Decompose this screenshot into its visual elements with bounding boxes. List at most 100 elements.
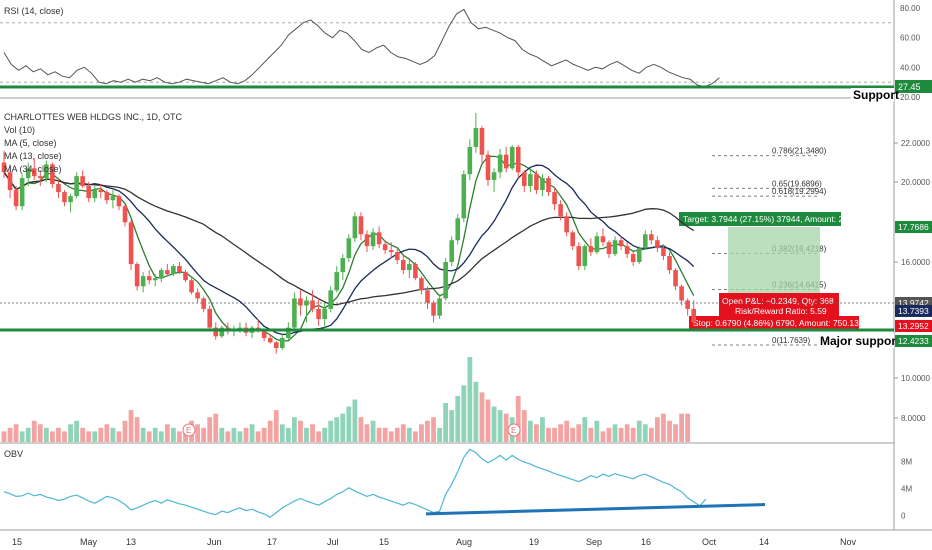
- candle-body: [661, 248, 666, 257]
- major-support-label-bg: [818, 333, 894, 348]
- long-position-tool[interactable]: Target: 3.7944 (27.15%) 37944, Amount: 2…: [0, 212, 894, 330]
- candle-body: [273, 342, 279, 348]
- volume-bar: [485, 399, 491, 442]
- candle-body: [630, 254, 636, 262]
- volume-bar: [382, 427, 388, 442]
- candle-body: [401, 260, 406, 271]
- volume-bar: [491, 406, 497, 442]
- candle-body: [515, 146, 521, 173]
- time-axis-label: 13: [126, 537, 136, 547]
- volume-bar: [419, 424, 424, 442]
- candle-body: [606, 242, 612, 255]
- candle-body: [304, 300, 309, 306]
- candle-body: [86, 186, 91, 199]
- symbol-label[interactable]: CHARLOTTES WEB HLDGS INC., 1D, OTC: [4, 112, 183, 122]
- candle-body: [370, 232, 376, 247]
- volume-bar: [503, 413, 509, 442]
- volume-bar: [104, 424, 110, 442]
- candle-body: [146, 276, 152, 281]
- volume-bar: [527, 420, 533, 442]
- time-axis-label: 19: [529, 537, 539, 547]
- candle-body: [497, 154, 503, 173]
- time-axis: 15 May 13 Jun 17 Jul 15 Aug 19 Sep 16 Oct 14 Nov: [12, 537, 857, 547]
- candle-body: [528, 174, 533, 187]
- volume-bar: [134, 417, 140, 442]
- candle-body: [195, 292, 200, 299]
- volume-bar: [237, 431, 243, 442]
- volume-bar: [437, 427, 442, 442]
- volume-bar: [340, 413, 346, 442]
- price-tick-label: 16.0000: [901, 258, 930, 267]
- candle-body: [292, 298, 297, 328]
- candle-body: [364, 234, 370, 247]
- time-axis-label: 16: [641, 537, 651, 547]
- volume-bar: [261, 427, 267, 442]
- support-label: Support: [853, 88, 899, 102]
- volume-bar: [642, 424, 648, 442]
- volume-bar: [358, 417, 364, 442]
- time-axis-label: Aug: [456, 537, 472, 547]
- obv-label: OBV: [4, 449, 23, 459]
- time-axis-label: 15: [12, 537, 22, 547]
- volume-bar: [25, 427, 31, 442]
- volume-bar: [164, 424, 170, 442]
- indicator-label-ma5[interactable]: MA (5, close): [4, 138, 57, 148]
- volume-bar: [564, 420, 570, 442]
- volume-bar: [497, 410, 503, 442]
- candle-body: [540, 178, 545, 191]
- candle-body: [201, 298, 206, 309]
- candle-body: [328, 290, 333, 309]
- candle-body: [68, 196, 73, 203]
- volume-bar: [273, 410, 279, 442]
- earnings-marker-label: E: [186, 426, 191, 435]
- obv-line: [3, 448, 707, 519]
- volume-bar: [285, 427, 291, 442]
- volume-bar: [152, 427, 158, 442]
- volume-bar: [249, 424, 255, 442]
- candle-body: [25, 168, 31, 179]
- target-zone[interactable]: [728, 227, 820, 303]
- open-pl-label: Open P&L: −0.2349, Qty: 368: [722, 296, 834, 306]
- indicator-label-ma13[interactable]: MA (13, close): [4, 151, 62, 161]
- volume-bar: [606, 427, 612, 442]
- earnings-marker[interactable]: [507, 423, 521, 437]
- candle-body: [388, 250, 394, 253]
- price-label: 13.9742: [898, 298, 929, 308]
- price-tick-label: 8.0000: [901, 414, 926, 423]
- candle-body: [104, 192, 110, 201]
- volume-bar: [443, 403, 449, 442]
- volume-bar: [449, 410, 455, 442]
- volume-bar: [655, 417, 660, 442]
- candle-body: [316, 308, 321, 320]
- candle-body: [140, 276, 146, 287]
- volume-bar: [473, 381, 479, 442]
- volume-bar: [243, 427, 249, 442]
- volume-bar: [515, 395, 521, 442]
- volume-bar: [479, 392, 485, 442]
- fib-level-label: 0.786(21.3480): [772, 147, 827, 156]
- earnings-marker[interactable]: [182, 423, 196, 437]
- price-label: 17.7686: [898, 222, 929, 232]
- candle-body: [503, 154, 509, 169]
- major-support-label: Major support: [820, 334, 900, 348]
- price-label-bg: [895, 221, 932, 233]
- price-label: 12.4233: [898, 336, 929, 346]
- rsi-panel: RSI (14, close) 80.00 60.00 40.00 20.00 27.…: [0, 4, 932, 102]
- candle-body: [358, 216, 364, 235]
- volume-bar: [31, 420, 37, 442]
- indicator-label-ma34[interactable]: MA (34, close): [4, 164, 62, 174]
- volume-bar: [618, 427, 624, 442]
- candle-body: [691, 308, 696, 323]
- volume-bar: [630, 427, 636, 442]
- obv-trendline[interactable]: [425, 503, 766, 516]
- volume-bar: [413, 431, 418, 442]
- indicator-label-vol[interactable]: Vol (10): [4, 125, 35, 135]
- candle-body: [207, 308, 212, 328]
- candle-body: [636, 248, 642, 262]
- candle-body: [56, 184, 61, 193]
- candle-body: [594, 236, 600, 253]
- risk-reward-label: Risk/Reward Ratio: 5.59: [735, 306, 827, 316]
- volume-bar: [7, 427, 13, 442]
- volume-bar: [43, 427, 49, 442]
